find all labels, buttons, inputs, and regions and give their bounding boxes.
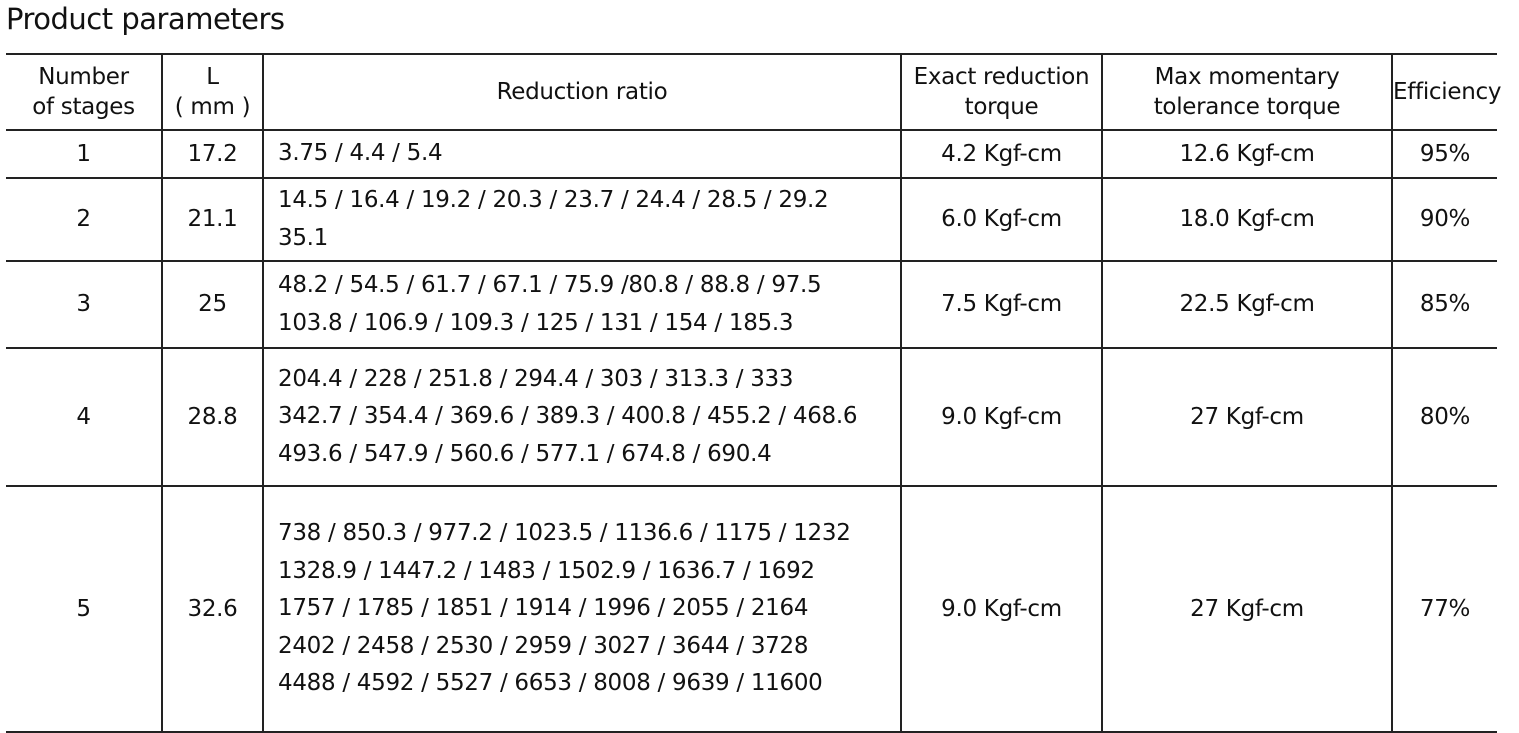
cell-length: 25 [161, 260, 264, 349]
header-exact-torque: Exact reduction torque [900, 53, 1103, 131]
header-text: of stages [32, 94, 135, 120]
cell-max-torque: 27 Kgf-cm [1101, 347, 1393, 487]
ratio-line: 3.75 / 4.4 / 5.4 [278, 140, 443, 167]
ratio-line: 2402 / 2458 / 2530 / 2959 / 3027 / 3644 … [278, 632, 809, 659]
ratio-line: 1757 / 1785 / 1851 / 1914 / 1996 / 2055 … [278, 595, 809, 622]
cell-length: 21.1 [161, 177, 264, 262]
product-parameters-table: Number of stages L( mm ) Reduction ratio … [6, 53, 1501, 733]
header-text: Number [38, 64, 129, 90]
header-length: L ( mm ) [161, 53, 264, 131]
cell-stages: 5 [6, 485, 163, 733]
cell-reduction-ratio: 3.75 / 4.4 / 5.4 [262, 129, 902, 179]
cell-reduction-ratio: 14.5 / 16.4 / 19.2 / 20.3 / 23.7 / 24.4 … [262, 177, 902, 262]
header-efficiency: Efficiency [1391, 53, 1501, 131]
header-row: Number of stages L( mm ) Reduction ratio … [6, 53, 1501, 131]
ratio-line: 204.4 / 228 / 251.8 / 294.4 / 303 / 313.… [278, 365, 794, 392]
table-row: 3 25 48.2 / 54.5 / 61.7 / 67.1 / 75.9 /80.… [6, 260, 1497, 349]
ratio-line: 738 / 850.3 / 977.2 / 1023.5 / 1136.6 / … [278, 520, 851, 547]
header-text: L [206, 64, 219, 90]
header-max-torque: Max momentary tolerance torque [1101, 53, 1393, 131]
header-stages: Number of stages [6, 53, 163, 131]
cell-max-torque: 12.6 Kgf-cm [1101, 129, 1393, 179]
cell-exact-torque: 7.5 Kgf-cm [900, 260, 1103, 349]
header-text: Exact reduction [913, 64, 1090, 90]
cell-stages: 4 [6, 347, 163, 487]
table-row: 2 21.1 14.5 / 16.4 / 19.2 / 20.3 / 23.7 / … [6, 177, 1497, 262]
cell-length: 17.2 [161, 129, 264, 179]
cell-reduction-ratio: 738 / 850.3 / 977.2 / 1023.5 / 1136.6 / … [262, 485, 902, 733]
cell-max-torque: 22.5 Kgf-cm [1101, 260, 1393, 349]
ratio-line: 493.6 / 547.9 / 560.6 / 577.1 / 674.8 / … [278, 440, 772, 467]
ratio-line: 14.5 / 16.4 / 19.2 / 20.3 / 23.7 / 24.4 … [278, 187, 829, 213]
ratio-line: 1328.9 / 1447.2 / 1483 / 1502.9 / 1636.7… [278, 557, 815, 584]
table-row: 1 17.2 3.75 / 4.4 / 5.4 4.2 Kgf-cm 12.6 Kgf-… [6, 129, 1497, 179]
cell-efficiency: 77% [1391, 485, 1497, 733]
header-text: Max momentary [1154, 64, 1340, 90]
cell-stages: 3 [6, 260, 163, 349]
header-text: ( mm ) [174, 94, 251, 120]
cell-exact-torque: 4.2 Kgf-cm [900, 129, 1103, 179]
cell-stages: 1 [6, 129, 163, 179]
page-title: Product parameters [6, 2, 285, 36]
table-row: 4 28.8 204.4 / 228 / 251.8 / 294.4 / 303 /… [6, 347, 1497, 487]
ratio-line: 342.7 / 354.4 / 369.6 / 389.3 / 400.8 / … [278, 403, 858, 430]
cell-efficiency: 85% [1391, 260, 1497, 349]
cell-reduction-ratio: 204.4 / 228 / 251.8 / 294.4 / 303 / 313.… [262, 347, 902, 487]
cell-length: 32.6 [161, 485, 264, 733]
cell-max-torque: 27 Kgf-cm [1101, 485, 1393, 733]
ratio-line: 35.1 [278, 224, 329, 251]
cell-max-torque: 18.0 Kgf-cm [1101, 177, 1393, 262]
cell-exact-torque: 9.0 Kgf-cm [900, 347, 1103, 487]
cell-exact-torque: 9.0 Kgf-cm [900, 485, 1103, 733]
ratio-line: 103.8 / 106.9 / 109.3 / 125 / 131 / 154 … [278, 309, 794, 336]
cell-stages: 2 [6, 177, 163, 262]
ratio-line: 4488 / 4592 / 5527 / 6653 / 8008 / 9639 … [278, 670, 823, 697]
cell-efficiency: 90% [1391, 177, 1497, 262]
cell-length: 28.8 [161, 347, 264, 487]
cell-reduction-ratio: 48.2 / 54.5 / 61.7 / 67.1 / 75.9 /80.8 /… [262, 260, 902, 349]
header-ratio: Reduction ratio [262, 53, 902, 131]
cell-exact-torque: 6.0 Kgf-cm [900, 177, 1103, 262]
table-row: 5 32.6 738 / 850.3 / 977.2 / 1023.5 / 1136… [6, 485, 1497, 733]
cell-efficiency: 80% [1391, 347, 1497, 487]
header-text: torque [964, 94, 1039, 120]
ratio-line: 48.2 / 54.5 / 61.7 / 67.1 / 75.9 /80.8 /… [278, 272, 822, 298]
header-text: tolerance torque [1153, 94, 1341, 120]
cell-efficiency: 95% [1391, 129, 1497, 179]
